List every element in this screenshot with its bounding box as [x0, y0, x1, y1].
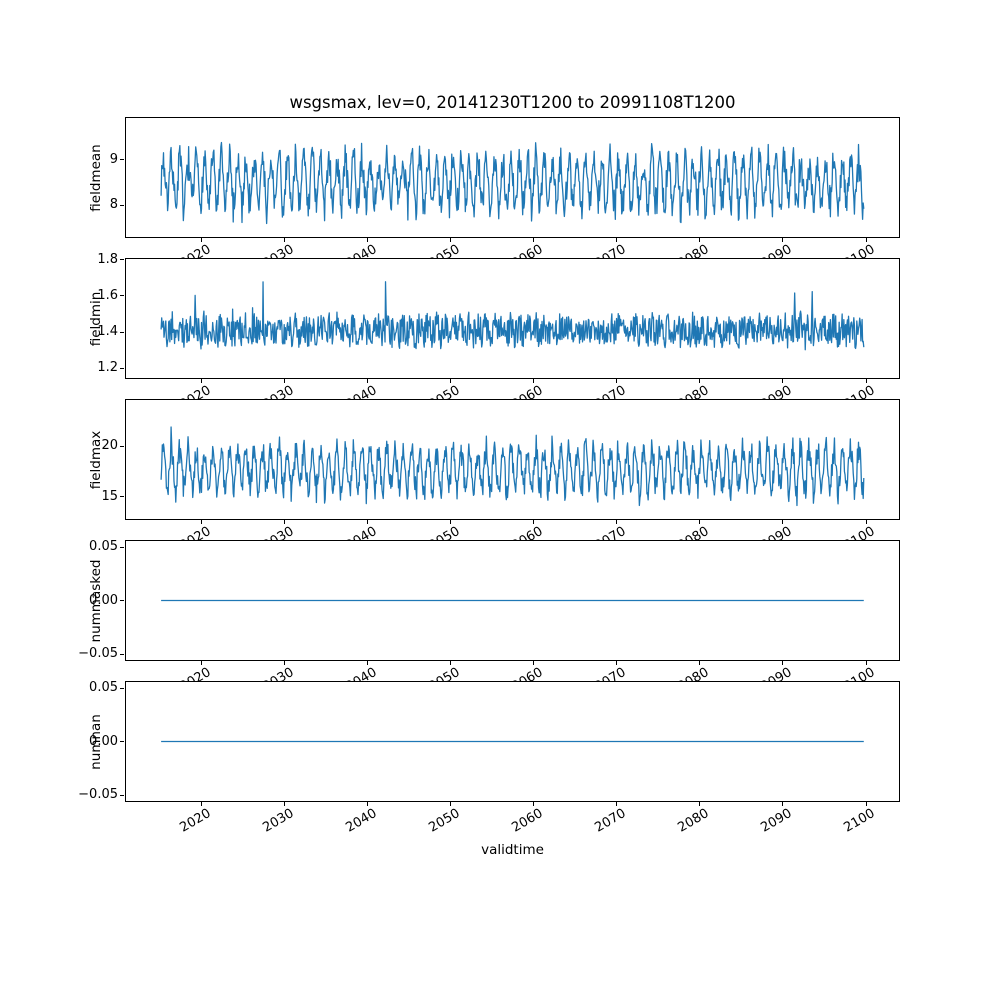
x-axis-label: validtime: [481, 842, 544, 858]
ytick-mark: [120, 653, 124, 655]
ytick-label: 0.00: [89, 592, 118, 608]
axes-fieldmin: [125, 258, 900, 379]
ytick-mark: [120, 295, 124, 297]
ytick-mark: [120, 546, 124, 548]
xtick-mark: [284, 520, 286, 524]
xtick-mark: [533, 520, 535, 524]
xtick-mark: [699, 238, 701, 242]
xtick-mark: [865, 520, 867, 524]
xtick-mark: [367, 379, 369, 383]
xtick-mark: [865, 661, 867, 665]
ytick-label: −0.05: [78, 646, 118, 661]
xtick-mark: [450, 379, 452, 383]
ytick-label: 0.05: [89, 539, 118, 554]
axes-nummasked: [125, 540, 900, 661]
ytick-mark: [120, 259, 124, 261]
xtick-mark: [699, 802, 701, 806]
ytick-mark: [120, 600, 124, 601]
xtick-mark: [450, 802, 452, 806]
xtick-mark: [450, 520, 452, 524]
ytick-mark: [120, 367, 124, 369]
xtick-mark: [616, 238, 618, 242]
ytick-label: 20: [101, 438, 118, 454]
axes-numnan: [125, 681, 900, 802]
xtick-mark: [367, 520, 369, 524]
xtick-mark: [699, 661, 701, 665]
xtick-mark: [533, 661, 535, 665]
series-line-fieldmax: [160, 426, 865, 507]
xtick-mark: [367, 661, 369, 665]
xtick-mark: [201, 379, 203, 383]
xtick-mark: [865, 379, 867, 383]
ytick-label: 1.6: [97, 287, 118, 303]
ytick-mark: [120, 331, 124, 333]
xtick-mark: [782, 379, 784, 383]
series-line-numnan: [161, 740, 864, 743]
xtick-mark: [699, 520, 701, 524]
xtick-mark: [533, 238, 535, 242]
xtick-label: 2060: [509, 806, 546, 836]
ytick-mark: [120, 794, 124, 796]
series-line-fieldmin: [160, 281, 865, 351]
xtick-label: 2030: [260, 806, 297, 836]
xtick-mark: [367, 238, 369, 242]
xtick-mark: [201, 802, 203, 806]
xtick-label: 2070: [592, 806, 629, 836]
xtick-label: 2090: [758, 806, 795, 836]
xtick-mark: [865, 238, 867, 242]
xtick-label: 2050: [426, 806, 463, 836]
xtick-mark: [284, 802, 286, 806]
xtick-mark: [865, 802, 867, 806]
xtick-mark: [616, 379, 618, 383]
ytick-label: 0.00: [89, 733, 118, 749]
ytick-label: 0.05: [89, 680, 118, 695]
chart-title: wsgsmax, lev=0, 20141230T1200 to 2099110…: [289, 93, 736, 112]
ytick-mark: [120, 159, 124, 160]
xtick-mark: [699, 379, 701, 383]
ytick-mark: [120, 204, 124, 206]
xtick-mark: [284, 661, 286, 665]
xtick-mark: [533, 802, 535, 806]
series-line-fieldmean: [160, 141, 865, 225]
xtick-mark: [201, 661, 203, 665]
ytick-label: 8: [109, 197, 118, 213]
ylabel-fieldmean: fieldmean: [88, 143, 104, 212]
xtick-mark: [201, 238, 203, 242]
ytick-mark: [120, 687, 124, 689]
ytick-mark: [120, 496, 124, 498]
ytick-label: 1.2: [97, 360, 118, 376]
xtick-label: 2080: [675, 806, 712, 836]
ytick-label: 15: [101, 488, 118, 504]
xtick-mark: [782, 661, 784, 665]
xtick-mark: [782, 520, 784, 524]
xtick-mark: [284, 379, 286, 383]
xtick-label: 2040: [343, 806, 380, 836]
xtick-mark: [533, 379, 535, 383]
xtick-mark: [616, 661, 618, 665]
ytick-mark: [120, 445, 124, 447]
ytick-label: −0.05: [78, 787, 118, 802]
axes-fieldmax: [125, 399, 900, 520]
ytick-label: 1.8: [97, 251, 118, 267]
ytick-label: 1.4: [97, 324, 118, 339]
axes-fieldmean: [125, 117, 900, 238]
xtick-mark: [782, 802, 784, 806]
ytick-label: 9: [109, 151, 118, 167]
xtick-label: 2100: [841, 806, 878, 836]
xtick-mark: [450, 238, 452, 242]
series-line-nummasked: [161, 599, 864, 602]
xtick-mark: [782, 238, 784, 242]
xtick-label: 2020: [177, 806, 214, 836]
xtick-mark: [284, 238, 286, 242]
xtick-mark: [616, 802, 618, 806]
xtick-mark: [367, 802, 369, 806]
xtick-mark: [201, 520, 203, 524]
xtick-mark: [450, 661, 452, 665]
xtick-mark: [616, 520, 618, 524]
ytick-mark: [120, 741, 124, 742]
